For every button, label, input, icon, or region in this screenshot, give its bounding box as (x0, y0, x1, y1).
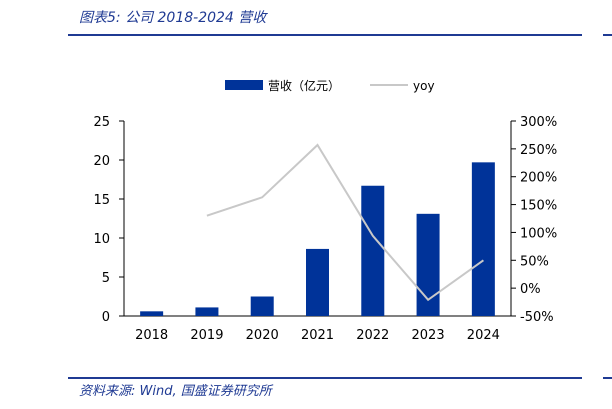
revenue-bar (195, 307, 219, 316)
left-tick-label: 25 (93, 115, 110, 130)
bottom-rule-tail (603, 377, 612, 379)
right-tick-label: 300% (520, 115, 557, 130)
legend-bar-swatch (225, 80, 263, 90)
right-tick-label: 50% (520, 254, 549, 269)
x-tick-label: 2021 (301, 328, 334, 343)
x-axis-labels: 2018 2019 2020 2021 2022 2023 2024 (135, 328, 500, 343)
left-tick-label: 15 (93, 193, 110, 208)
x-tick-label: 2024 (467, 328, 500, 343)
left-tick-label: 10 (93, 232, 110, 247)
revenue-bar (416, 213, 440, 316)
revenue-bar (140, 311, 164, 316)
figure-title: 图表5: 公司 2018-2024 营收 (79, 10, 267, 26)
left-axis-ticks: 0 5 10 15 20 25 (93, 115, 124, 325)
legend-bar-label: 营收（亿元） (268, 78, 340, 93)
revenue-bar (361, 185, 385, 316)
right-tick-label: -50% (520, 310, 554, 325)
revenue-bar (250, 296, 274, 316)
top-rule-tail (603, 34, 612, 36)
yoy-line (206, 143, 484, 302)
x-tick-label: 2020 (246, 328, 279, 343)
x-tick-label: 2018 (135, 328, 168, 343)
revenue-bars (140, 162, 495, 316)
revenue-bar (471, 162, 495, 316)
x-tick-label: 2019 (190, 328, 223, 343)
x-tick-label: 2022 (356, 328, 389, 343)
bottom-rule (68, 377, 582, 379)
right-tick-label: 100% (520, 226, 557, 241)
left-tick-label: 0 (102, 310, 110, 325)
legend-line-label: yoy (413, 79, 435, 93)
right-tick-label: 150% (520, 199, 557, 214)
left-tick-label: 5 (102, 271, 110, 286)
source-note: 资料来源: Wind, 国盛证券研究所 (79, 384, 272, 399)
right-tick-label: 250% (520, 143, 557, 158)
revenue-bar (306, 248, 329, 316)
left-tick-label: 20 (93, 154, 110, 169)
top-rule (68, 34, 582, 36)
right-tick-label: 0% (520, 282, 541, 297)
x-tick-label: 2023 (412, 328, 445, 343)
legend: 营收（亿元） yoy (225, 78, 435, 93)
right-tick-label: 200% (520, 171, 557, 186)
right-axis-ticks: -50% 0% 50% 100% 150% 200% 250% 300% (511, 115, 557, 325)
